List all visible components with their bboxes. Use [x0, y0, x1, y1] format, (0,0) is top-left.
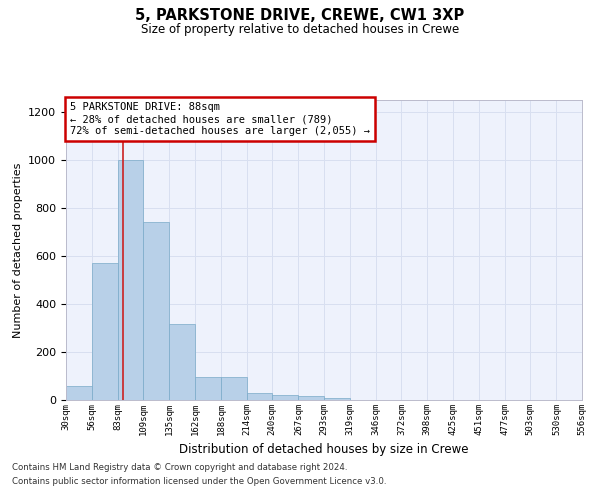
- Bar: [169, 324, 196, 400]
- Text: Contains public sector information licensed under the Open Government Licence v3: Contains public sector information licen…: [12, 477, 386, 486]
- Bar: [247, 393, 272, 400]
- Text: Distribution of detached houses by size in Crewe: Distribution of detached houses by size …: [179, 442, 469, 456]
- Bar: [298, 396, 324, 400]
- Bar: [118, 160, 143, 400]
- Bar: [221, 377, 247, 400]
- Bar: [196, 377, 221, 400]
- Bar: [143, 222, 169, 400]
- Bar: [92, 263, 118, 400]
- Y-axis label: Number of detached properties: Number of detached properties: [13, 162, 23, 338]
- Text: 5 PARKSTONE DRIVE: 88sqm
← 28% of detached houses are smaller (789)
72% of semi-: 5 PARKSTONE DRIVE: 88sqm ← 28% of detach…: [70, 102, 370, 136]
- Bar: [66, 386, 92, 400]
- Bar: [324, 398, 350, 400]
- Text: 5, PARKSTONE DRIVE, CREWE, CW1 3XP: 5, PARKSTONE DRIVE, CREWE, CW1 3XP: [136, 8, 464, 22]
- Text: Size of property relative to detached houses in Crewe: Size of property relative to detached ho…: [141, 22, 459, 36]
- Bar: [272, 395, 298, 400]
- Text: Contains HM Land Registry data © Crown copyright and database right 2024.: Contains HM Land Registry data © Crown c…: [12, 464, 347, 472]
